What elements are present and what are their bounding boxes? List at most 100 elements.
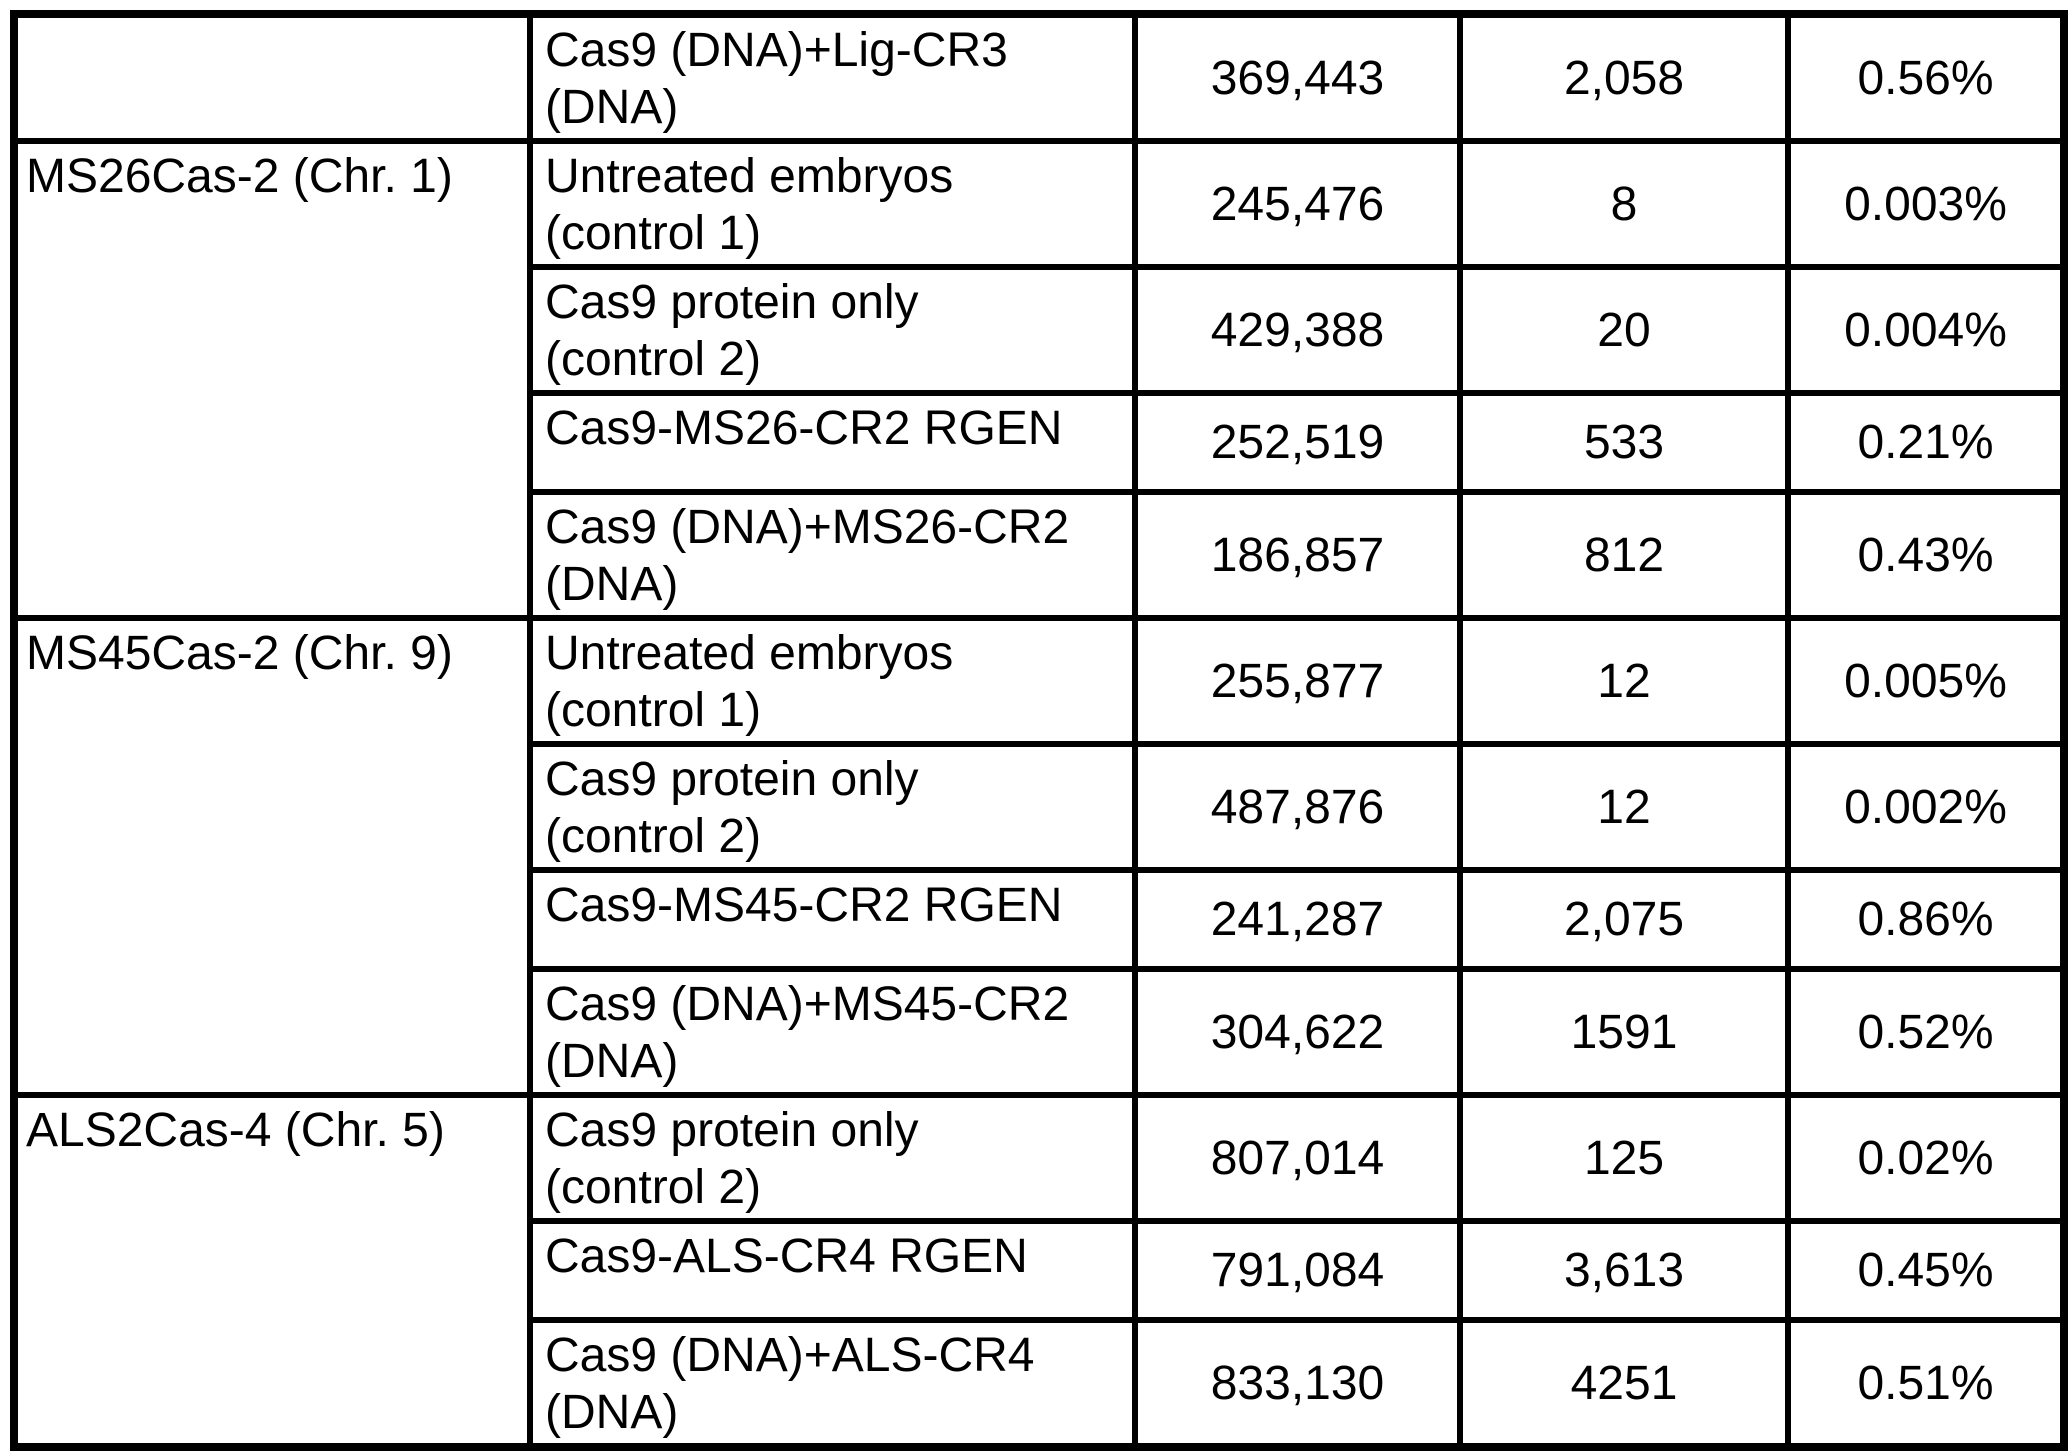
treatment-label: Cas9 protein only (control 2): [545, 276, 919, 386]
target-site-label: MS26Cas-2 (Chr. 1): [26, 150, 453, 203]
table-row: Cas9-MS26-CR2 RGEN 252,519 533 0.21%: [14, 390, 2067, 495]
mutant-reads-value: 12: [1597, 654, 1651, 708]
mutant-reads-value: 2,075: [1563, 893, 1685, 946]
treatment-label: Cas9 (DNA)+Lig-CR3 (DNA): [545, 24, 1008, 134]
total-reads-cell: 487,876: [1132, 741, 1463, 873]
mutant-reads-cell: 125: [1457, 1092, 1791, 1224]
mutant-reads-cell: 812: [1457, 489, 1791, 621]
total-reads-cell: 304,622: [1132, 966, 1463, 1098]
mutation-rate-value: 0.21%: [1857, 416, 1994, 469]
table-row: Cas9 (DNA)+MS45-CR2 (DNA) 304,622 1591 0…: [14, 966, 2067, 1098]
mutation-rate-cell: 0.51%: [1785, 1317, 2067, 1450]
mutation-rate-cell: 0.005%: [1785, 615, 2067, 747]
mutation-rate-value: 0.003%: [1844, 177, 2007, 231]
mutant-reads-cell: 3,613: [1457, 1218, 1791, 1323]
total-reads-value: 429,388: [1210, 303, 1385, 357]
mutant-reads-cell: 20: [1457, 264, 1791, 396]
mutant-reads-cell: 533: [1457, 390, 1791, 495]
treatment-label: Cas9 (DNA)+MS45-CR2 (DNA): [545, 978, 1070, 1088]
target-site-label: ALS2Cas-4 (Chr. 5): [26, 1104, 445, 1157]
mutant-reads-cell: 4251: [1457, 1317, 1791, 1450]
mutation-rate-value: 0.002%: [1844, 780, 2007, 834]
treatment-label: Cas9 (DNA)+MS26-CR2 (DNA): [545, 501, 1070, 611]
mutant-reads-value: 1591: [1570, 1005, 1678, 1059]
table-row: ALS2Cas-4 (Chr. 5) Cas9 protein only (co…: [11, 1092, 2067, 1450]
total-reads-cell: 429,388: [1132, 264, 1463, 396]
treatment-label: Untreated embryos (control 1): [545, 627, 954, 737]
total-reads-cell: 255,877: [1132, 615, 1463, 747]
table-row: Cas9-ALS-CR4 RGEN 791,084 3,613 0.45%: [14, 1218, 2067, 1323]
mutant-reads-value: 3,613: [1563, 1244, 1685, 1297]
mutant-reads-value: 8: [1610, 177, 1638, 231]
table-row: MS26Cas-2 (Chr. 1) Untreated embryos (co…: [11, 138, 2067, 621]
total-reads-value: 241,287: [1210, 893, 1385, 946]
total-reads-cell: 791,084: [1132, 1218, 1463, 1323]
mutation-rate-value: 0.52%: [1857, 1005, 1994, 1059]
mutation-rate-cell: 0.003%: [1785, 138, 2067, 270]
total-reads-cell: 369,443: [1132, 11, 1463, 144]
mutant-reads-value: 20: [1597, 303, 1651, 357]
mutation-rate-cell: 0.004%: [1785, 264, 2067, 396]
target-site-label: MS45Cas-2 (Chr. 9): [26, 627, 453, 680]
total-reads-value: 304,622: [1210, 1005, 1385, 1059]
treatment-cell: Cas9 protein only (control 2): [527, 741, 1138, 873]
mutant-reads-value: 533: [1583, 416, 1665, 469]
treatment-cell: Cas9 (DNA)+MS45-CR2 (DNA): [527, 966, 1138, 1098]
treatment-label: Cas9-MS26-CR2 RGEN: [545, 402, 1063, 455]
table-row: Cas9-MS45-CR2 RGEN 241,287 2,075 0.86%: [14, 867, 2067, 972]
mutant-reads-cell: 8: [1457, 138, 1791, 270]
table-row: Cas9 (DNA)+MS26-CR2 (DNA) 186,857 812 0.…: [14, 489, 2067, 621]
mutation-rate-value: 0.02%: [1857, 1131, 1994, 1185]
total-reads-cell: 833,130: [1132, 1317, 1463, 1450]
treatment-cell: Untreated embryos (control 1): [527, 138, 1138, 270]
mutation-rate-value: 0.51%: [1857, 1356, 1994, 1410]
mutation-frequency-table: Cas9 (DNA)+Lig-CR3 (DNA) 369,443 2,058 0…: [10, 10, 2068, 1451]
total-reads-cell: 241,287: [1132, 867, 1463, 972]
mutant-reads-cell: 2,075: [1457, 867, 1791, 972]
target-site-cell: [11, 11, 533, 144]
total-reads-value: 791,084: [1210, 1244, 1385, 1297]
treatment-cell: Cas9 (DNA)+Lig-CR3 (DNA): [527, 11, 1138, 144]
mutation-rate-cell: 0.45%: [1785, 1218, 2067, 1323]
mutation-rate-value: 0.004%: [1844, 303, 2007, 357]
table-row: MS45Cas-2 (Chr. 9) Untreated embryos (co…: [11, 615, 2067, 1098]
mutation-rate-cell: 0.86%: [1785, 867, 2067, 972]
mutation-rate-cell: 0.56%: [1785, 11, 2067, 144]
table-row: Cas9 (DNA)+Lig-CR3 (DNA) 369,443 2,058 0…: [11, 11, 2067, 144]
mutation-rate-value: 0.45%: [1857, 1244, 1994, 1297]
total-reads-cell: 807,014: [1132, 1092, 1463, 1224]
mutant-reads-value: 2,058: [1563, 51, 1685, 105]
total-reads-value: 369,443: [1210, 51, 1385, 105]
mutant-reads-value: 12: [1597, 780, 1651, 834]
total-reads-value: 245,476: [1210, 177, 1385, 231]
mutation-rate-cell: 0.02%: [1785, 1092, 2067, 1224]
target-site-cell: MS45Cas-2 (Chr. 9): [11, 615, 533, 1098]
mutation-rate-cell: 0.21%: [1785, 390, 2067, 495]
mutation-rate-cell: 0.43%: [1785, 489, 2067, 621]
mutant-reads-cell: 1591: [1457, 966, 1791, 1098]
mutant-reads-value: 4251: [1570, 1356, 1678, 1410]
treatment-cell: Cas9 (DNA)+ALS-CR4 (DNA): [527, 1317, 1138, 1450]
total-reads-value: 833,130: [1210, 1356, 1385, 1410]
treatment-cell: Cas9 (DNA)+MS26-CR2 (DNA): [527, 489, 1138, 621]
table-row: Cas9 protein only (control 2) 429,388 20…: [14, 264, 2067, 396]
treatment-cell: Cas9 protein only (control 2): [527, 264, 1138, 396]
treatment-cell: Cas9-ALS-CR4 RGEN: [527, 1218, 1138, 1323]
treatment-label: Cas9 protein only (control 2): [545, 753, 919, 863]
total-reads-cell: 186,857: [1132, 489, 1463, 621]
treatment-label: Cas9 protein only (control 2): [545, 1104, 919, 1214]
treatment-label: Untreated embryos (control 1): [545, 150, 954, 260]
total-reads-value: 255,877: [1210, 654, 1385, 708]
mutation-rate-cell: 0.52%: [1785, 966, 2067, 1098]
treatment-cell: Cas9 protein only (control 2): [527, 1092, 1138, 1224]
total-reads-value: 487,876: [1210, 780, 1385, 834]
mutation-rate-value: 0.56%: [1857, 51, 1994, 105]
total-reads-value: 807,014: [1210, 1131, 1385, 1185]
total-reads-cell: 252,519: [1132, 390, 1463, 495]
total-reads-value: 186,857: [1210, 528, 1385, 582]
treatment-label: Cas9-ALS-CR4 RGEN: [545, 1230, 1028, 1283]
mutant-reads-value: 125: [1583, 1131, 1665, 1185]
treatment-cell: Untreated embryos (control 1): [527, 615, 1138, 747]
mutant-reads-cell: 12: [1457, 741, 1791, 873]
